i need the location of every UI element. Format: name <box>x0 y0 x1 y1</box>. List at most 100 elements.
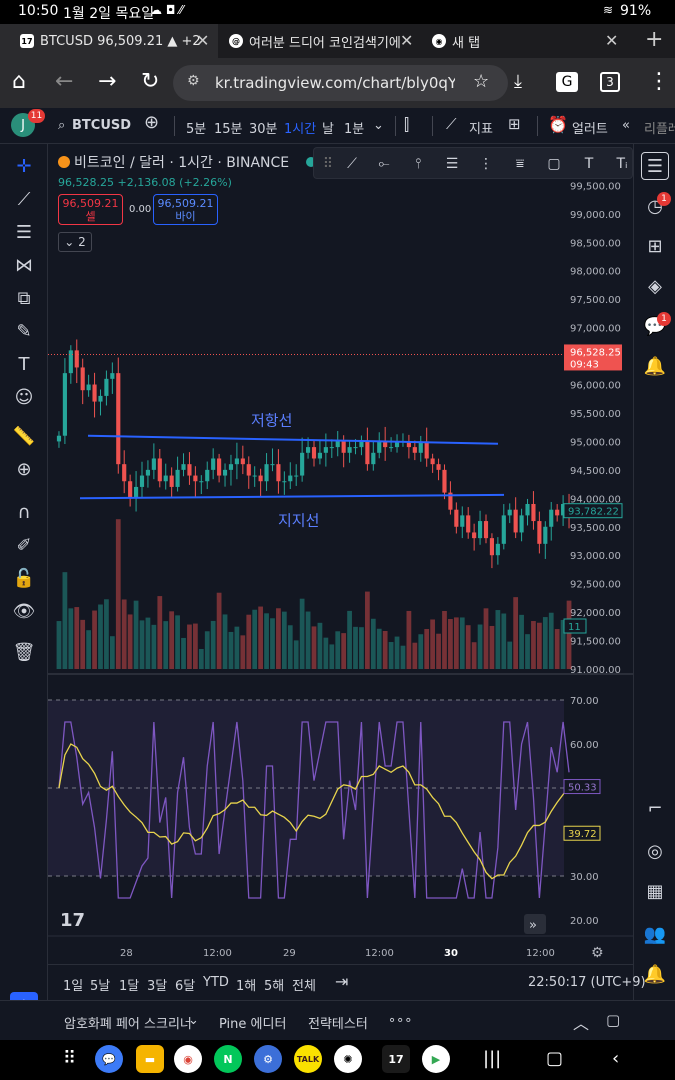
menu-kebab-icon[interactable]: ⋮ <box>648 69 670 94</box>
rectangle-icon[interactable]: ▢ <box>547 156 561 172</box>
replay-icon[interactable]: « <box>622 118 630 133</box>
vertical-line-icon[interactable]: ⫯ <box>414 156 422 172</box>
bookmark-star-icon[interactable]: ☆ <box>473 71 490 92</box>
alarm-icon[interactable]: ⏰ <box>548 115 568 134</box>
pitchfork-icon[interactable]: ⩸ <box>515 156 525 172</box>
tab-btcusd[interactable]: 17 BTCUSD 96,509.21 ▲ +2 <box>0 24 218 58</box>
trendline-icon[interactable]: ⟋ <box>17 188 31 210</box>
pencil-lock-icon[interactable]: ✐ <box>16 534 32 556</box>
maximize-icon[interactable]: ▢ <box>606 1011 621 1029</box>
layout-icon[interactable]: ⊞ <box>508 115 521 133</box>
brush-icon[interactable]: ✎ <box>16 320 32 342</box>
eye-icon[interactable]: 👁 <box>12 600 36 622</box>
files-app-icon[interactable]: ▬ <box>136 1045 164 1073</box>
pattern-chart-icon[interactable]: ⌐ <box>647 797 663 819</box>
kakaotalk-app-icon[interactable]: TALK <box>294 1045 322 1073</box>
regression-icon[interactable]: ⋮ <box>479 156 493 172</box>
tab-strategy-tester[interactable]: 전략테스터 <box>308 1017 368 1032</box>
add-list-icon[interactable]: ⊞ <box>647 235 663 257</box>
range-1y[interactable]: 1해 <box>236 979 257 994</box>
emoji-icon[interactable]: ☺ <box>14 386 34 408</box>
zoom-icon[interactable]: ⊕ <box>16 458 32 480</box>
tab-count[interactable]: 3 <box>600 72 620 92</box>
interval-day[interactable]: 날 <box>322 122 334 137</box>
chrome-app-icon[interactable]: ◉ <box>174 1045 202 1073</box>
fib-icon[interactable]: ☰ <box>15 221 33 243</box>
replay-button[interactable]: 리플레 <box>644 122 675 137</box>
clock-timezone[interactable]: 22:50:17 (UTC+9) <box>528 975 646 990</box>
range-1m[interactable]: 1달 <box>119 979 140 994</box>
more-icon[interactable]: ∘∘∘ <box>388 1013 413 1028</box>
community-icon[interactable]: 👥 <box>643 923 667 945</box>
reload-icon[interactable]: ↻ <box>141 69 160 94</box>
chevron-up-icon[interactable]: ︿ <box>573 1014 590 1033</box>
search-icon[interactable]: ⌕ <box>58 118 66 133</box>
line-tool-icon[interactable]: ⟋ <box>347 156 357 172</box>
home-icon[interactable]: ⌂ <box>12 69 26 94</box>
compare-add-icon[interactable]: ⊕ <box>144 112 160 133</box>
alerts-button[interactable]: 얼러트 <box>572 122 608 137</box>
interval-15m[interactable]: 15분 <box>214 122 243 137</box>
range-ytd[interactable]: YTD <box>203 975 229 990</box>
interval-30m[interactable]: 30분 <box>249 122 278 137</box>
collapse-indicators-button[interactable]: ⌄ 2 <box>58 232 92 252</box>
chatgpt-app-icon[interactable]: ✺ <box>334 1045 362 1073</box>
range-5d[interactable]: 5날 <box>90 979 111 994</box>
indicators-icon[interactable]: ⟋ <box>446 115 457 133</box>
goto-date-icon[interactable]: ⇥ <box>335 972 349 991</box>
calendar-icon[interactable]: ▦ <box>646 880 664 902</box>
chart-area[interactable]: 99,500.00 99,000.00 98,500.00 98,000.00 97,5… <box>48 144 633 964</box>
sell-button[interactable]: 96,509.21 셀 <box>58 194 123 225</box>
chevron-down-icon[interactable]: ⌄ <box>188 1013 199 1028</box>
target-icon[interactable]: ◎ <box>647 840 663 862</box>
tab-pine-editor[interactable]: Pine 에디터 <box>219 1017 287 1032</box>
tab-crypto-screener[interactable]: 암호화폐 페어 스크리너 <box>64 1017 192 1032</box>
tab-coin-search[interactable]: @ 여러분 드디어 코인검색기에 <box>225 24 415 58</box>
text-icon[interactable]: T <box>18 353 30 375</box>
naver-app-icon[interactable]: N <box>214 1045 242 1073</box>
range-6m[interactable]: 6달 <box>175 979 196 994</box>
site-settings-icon[interactable]: ⚙ <box>187 73 200 89</box>
bell-icon[interactable]: 🔔 <box>643 355 667 377</box>
symbol-search[interactable]: BTCUSD <box>72 118 132 133</box>
range-3m[interactable]: 3달 <box>147 979 168 994</box>
trash-icon[interactable]: 🗑 <box>12 641 36 663</box>
close-tab-icon[interactable]: ✕ <box>196 31 210 50</box>
forward-icon[interactable]: → <box>98 69 117 94</box>
play-store-app-icon[interactable]: ▶ <box>422 1045 450 1073</box>
chart-canvas[interactable]: 99,500.00 99,000.00 98,500.00 98,000.00 97,5… <box>48 144 633 964</box>
watchlist-icon[interactable]: ☰ <box>641 152 669 180</box>
range-all[interactable]: 전체 <box>292 979 316 994</box>
url-text[interactable]: kr.tradingview.com/chart/bly0qYo <box>215 74 455 92</box>
back-button-icon[interactable]: ‹ <box>612 1048 620 1069</box>
home-button-icon[interactable]: ▢ <box>546 1048 564 1069</box>
translate-icon[interactable]: G <box>556 72 578 92</box>
tradingview-app-icon[interactable]: 17 <box>382 1045 410 1073</box>
range-1d[interactable]: 1일 <box>63 979 84 994</box>
interval-1h[interactable]: 1시간 <box>284 122 317 137</box>
download-icon[interactable]: ⤓ <box>514 71 522 92</box>
ruler-icon[interactable]: 📏 <box>12 425 36 447</box>
crosshair-icon[interactable]: ✛ <box>16 155 32 177</box>
drag-handle-icon[interactable]: ⠿ <box>322 156 334 172</box>
ray-tool-icon[interactable]: ⟜ <box>378 156 390 172</box>
candle-type-icon[interactable]: ⫿ <box>404 115 410 134</box>
interval-1m[interactable]: 1분 <box>344 122 365 137</box>
close-tab-icon[interactable]: ✕ <box>605 31 619 50</box>
pattern-icon[interactable]: ⋈ <box>15 254 33 276</box>
close-tab-icon[interactable]: ✕ <box>400 31 414 50</box>
new-tab-icon[interactable]: + <box>645 27 664 52</box>
magnet-icon[interactable]: ∩ <box>17 501 31 523</box>
forecast-icon[interactable]: ⧉ <box>17 287 31 309</box>
app-drawer-icon[interactable]: ⠿ <box>63 1048 77 1069</box>
lock-icon[interactable]: 🔓 <box>12 567 36 589</box>
messages-app-icon[interactable]: 💬 <box>95 1045 123 1073</box>
settings-app-icon[interactable]: ⚙ <box>254 1045 282 1073</box>
indicators-button[interactable]: 지표 <box>469 122 493 137</box>
text-note-icon[interactable]: Tᵢ <box>616 156 628 172</box>
recent-apps-icon[interactable]: ||| <box>483 1048 502 1069</box>
text-tool-icon[interactable]: T <box>584 156 594 172</box>
notification-bell-icon[interactable]: 🔔 <box>643 963 667 985</box>
parallel-channel-icon[interactable]: ☰ <box>445 156 459 172</box>
omnibox[interactable]: ⚙ kr.tradingview.com/chart/bly0qYo ☆ <box>173 65 508 101</box>
